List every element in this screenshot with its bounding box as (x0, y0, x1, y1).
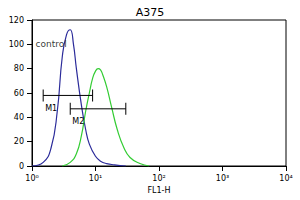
svg-text:FL1-H: FL1-H (147, 186, 170, 195)
svg-text:80: 80 (14, 64, 24, 73)
svg-text:60: 60 (14, 89, 24, 98)
svg-text:10²: 10² (152, 174, 165, 183)
svg-text:10⁴: 10⁴ (279, 174, 292, 183)
svg-text:10¹: 10¹ (89, 174, 102, 183)
svg-text:120: 120 (9, 16, 24, 25)
svg-text:control: control (36, 39, 67, 49)
svg-text:A375: A375 (136, 6, 165, 19)
svg-text:10⁰: 10⁰ (25, 174, 38, 183)
svg-text:M2: M2 (72, 117, 84, 126)
svg-text:0: 0 (19, 162, 24, 171)
svg-text:10³: 10³ (216, 174, 229, 183)
svg-text:100: 100 (9, 40, 24, 49)
svg-text:40: 40 (14, 113, 24, 122)
svg-text:20: 20 (14, 137, 24, 146)
svg-text:M1: M1 (45, 104, 57, 113)
